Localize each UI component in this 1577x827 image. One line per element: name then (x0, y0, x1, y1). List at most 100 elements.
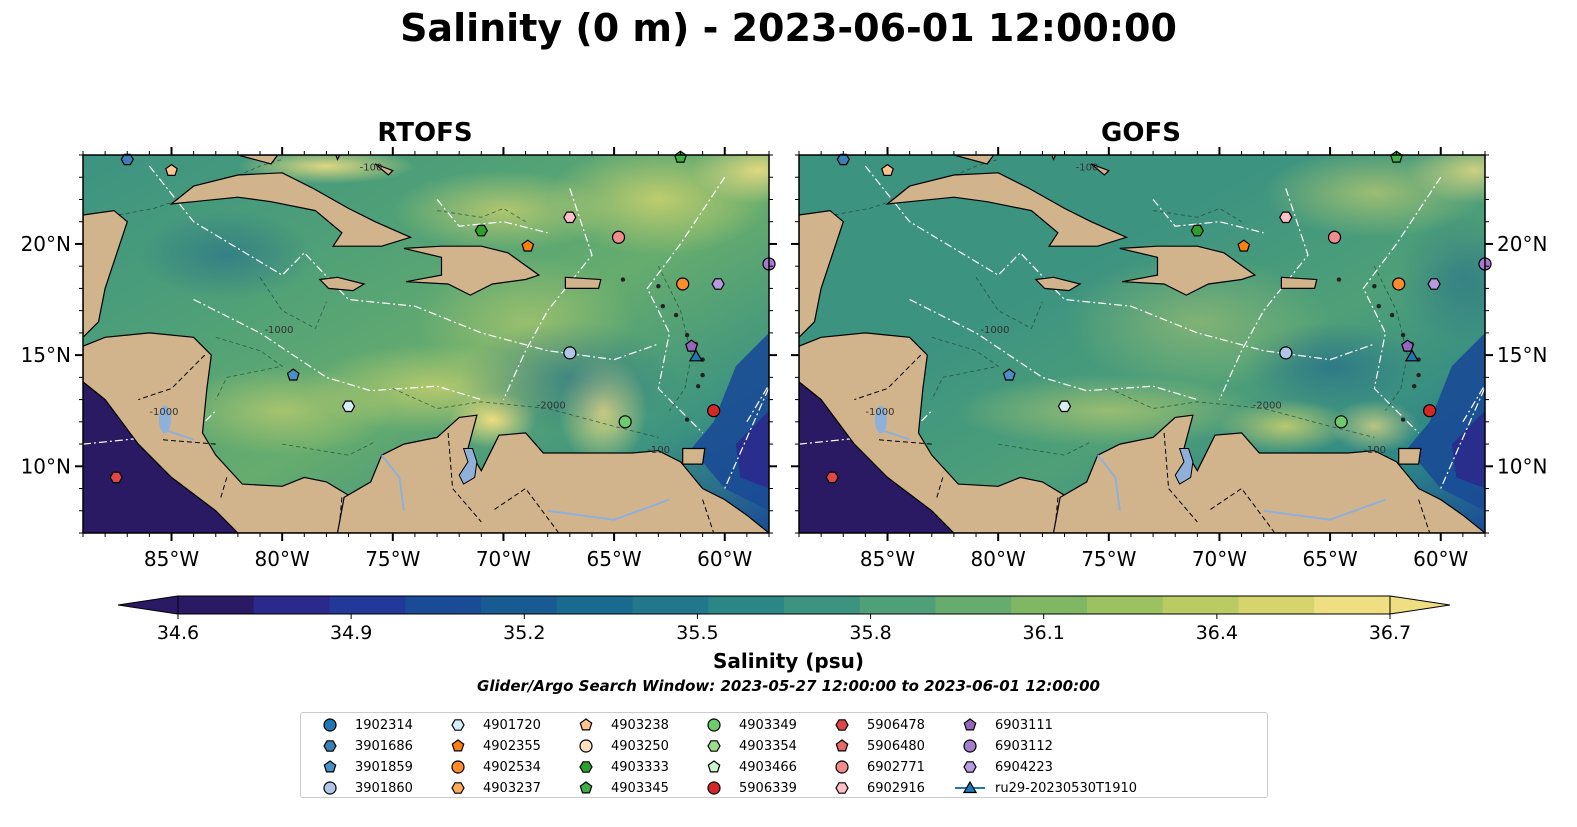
landmass-trinidad (682, 447, 706, 465)
lon-tick-label: 75°W (365, 547, 420, 571)
legend-marker-icon (323, 760, 337, 773)
float-marker-3901686 (120, 153, 134, 166)
legend-item: 1902314 (313, 715, 413, 735)
legend-marker (451, 719, 465, 731)
lon-tick-label: 65°W (1302, 547, 1357, 571)
legend-marker-icon (451, 719, 465, 731)
float-marker-3901860 (1279, 346, 1293, 360)
legend-marker (835, 719, 849, 731)
colorbar-bin (784, 596, 861, 614)
contour-label: -100 (1363, 445, 1386, 456)
colorbar-bin (1238, 596, 1315, 614)
legend-label: ru29-20230530T1910 (995, 780, 1138, 796)
float-marker-3901859 (286, 368, 300, 381)
contour-label: -100 (647, 445, 670, 456)
legend-item: ru29-20230530T1910 (953, 778, 1137, 798)
legend-label: 3901686 (355, 738, 413, 754)
legend-item: 4902534 (441, 757, 541, 777)
contour-label: -1000 (865, 407, 894, 418)
legend-item: 5906339 (697, 778, 797, 798)
legend-marker-icon (579, 761, 593, 773)
colorbar-tick-label: 34.6 (157, 622, 199, 644)
legend-item: 4903238 (569, 715, 669, 735)
landmass-cuba (885, 172, 1129, 247)
lat-tick-label: 20°N (1497, 232, 1547, 256)
legend-label: 4903354 (739, 738, 797, 754)
float-marker-4903349 (618, 415, 632, 429)
legend-marker-icon (323, 740, 337, 752)
legend-marker (835, 760, 849, 774)
legend-label: 6903111 (995, 717, 1053, 733)
float-marker-4902534 (1392, 277, 1406, 291)
legend-item: 6902771 (825, 757, 925, 777)
legend-marker (323, 760, 337, 773)
landmass-jamaica (1034, 276, 1082, 292)
float-marker-6903111 (685, 339, 699, 352)
legend-marker-icon (323, 718, 337, 732)
legend-label: 5906480 (867, 738, 925, 754)
legend-marker (323, 781, 337, 795)
legend-marker (707, 781, 721, 795)
lon-tick-label: 80°W (255, 547, 310, 571)
legend-item: 5906480 (825, 736, 925, 756)
legend-marker (579, 781, 593, 794)
map-panel-gofs: -100 -1000 -1000 -2000 -100 85°W 80°W 75°W 70°W 6… (791, 147, 1547, 571)
legend-marker (707, 718, 721, 732)
legend-item: 4903466 (697, 757, 797, 777)
landmass-cuba (169, 172, 413, 247)
lat-tick-label: 10°N (21, 454, 71, 478)
legend-item: 4902355 (441, 736, 541, 756)
legend-label: 4902355 (483, 738, 541, 754)
float-marker-6902916 (1279, 211, 1293, 224)
legend-marker-icon (323, 781, 337, 795)
landmass-yucatan (799, 209, 844, 339)
float-marker-6902771 (611, 230, 626, 244)
lon-tick-label: 70°W (476, 547, 531, 571)
colorbar-tick-label: 36.4 (1196, 622, 1238, 644)
legend-item: 5906478 (825, 715, 925, 735)
landmass-central (799, 332, 1075, 533)
lat-tick-label: 10°N (1497, 454, 1547, 478)
legend-label: 4903250 (611, 738, 669, 754)
legend-label: 4903466 (739, 759, 797, 775)
lon-tick-label: 80°W (971, 547, 1026, 571)
colorbar-tick-label: 36.1 (1023, 622, 1065, 644)
legend-label: 5906478 (867, 717, 925, 733)
legend-label: 1902314 (355, 717, 413, 733)
float-marker-5906478 (825, 471, 839, 484)
glider-legend-marker (962, 780, 978, 794)
colorbar-bin (178, 596, 255, 614)
colorbar-bin (935, 596, 1012, 614)
contour-label: -2000 (1253, 400, 1282, 411)
legend-marker (323, 718, 337, 732)
landmass-trinidad (1398, 447, 1422, 465)
legend-marker (707, 760, 721, 773)
pacific-ocean (799, 381, 954, 533)
lon-tick-label: 65°W (586, 547, 641, 571)
legend-marker (451, 739, 465, 752)
legend-label: 6902916 (867, 780, 925, 796)
float-marker-6902771 (1327, 230, 1342, 244)
float-marker-6904223 (711, 278, 725, 290)
map-frame (82, 154, 770, 534)
lon-tick-label: 70°W (1192, 547, 1247, 571)
lat-tick-label: 15°N (1497, 343, 1547, 367)
contour-label: -100 (360, 163, 383, 174)
legend-item: 4901720 (441, 715, 541, 735)
lat-tick-label: 20°N (21, 232, 71, 256)
contour-label: -1000 (980, 325, 1009, 336)
legend-marker (707, 740, 721, 752)
float-marker-4903349 (1334, 415, 1348, 429)
lake-maracaibo (458, 448, 478, 485)
landmass-florida (237, 155, 279, 165)
contour-label: -2000 (537, 400, 566, 411)
colorbar-bin (253, 596, 331, 614)
legend-marker (451, 760, 465, 774)
legend-item: 3901859 (313, 757, 413, 777)
legend-label: 4903349 (739, 717, 797, 733)
legend-marker-icon (835, 739, 849, 752)
colorbar-tick-label: 35.2 (503, 622, 545, 644)
colorbar-bin (1162, 596, 1240, 614)
legend-marker-icon (963, 761, 977, 773)
